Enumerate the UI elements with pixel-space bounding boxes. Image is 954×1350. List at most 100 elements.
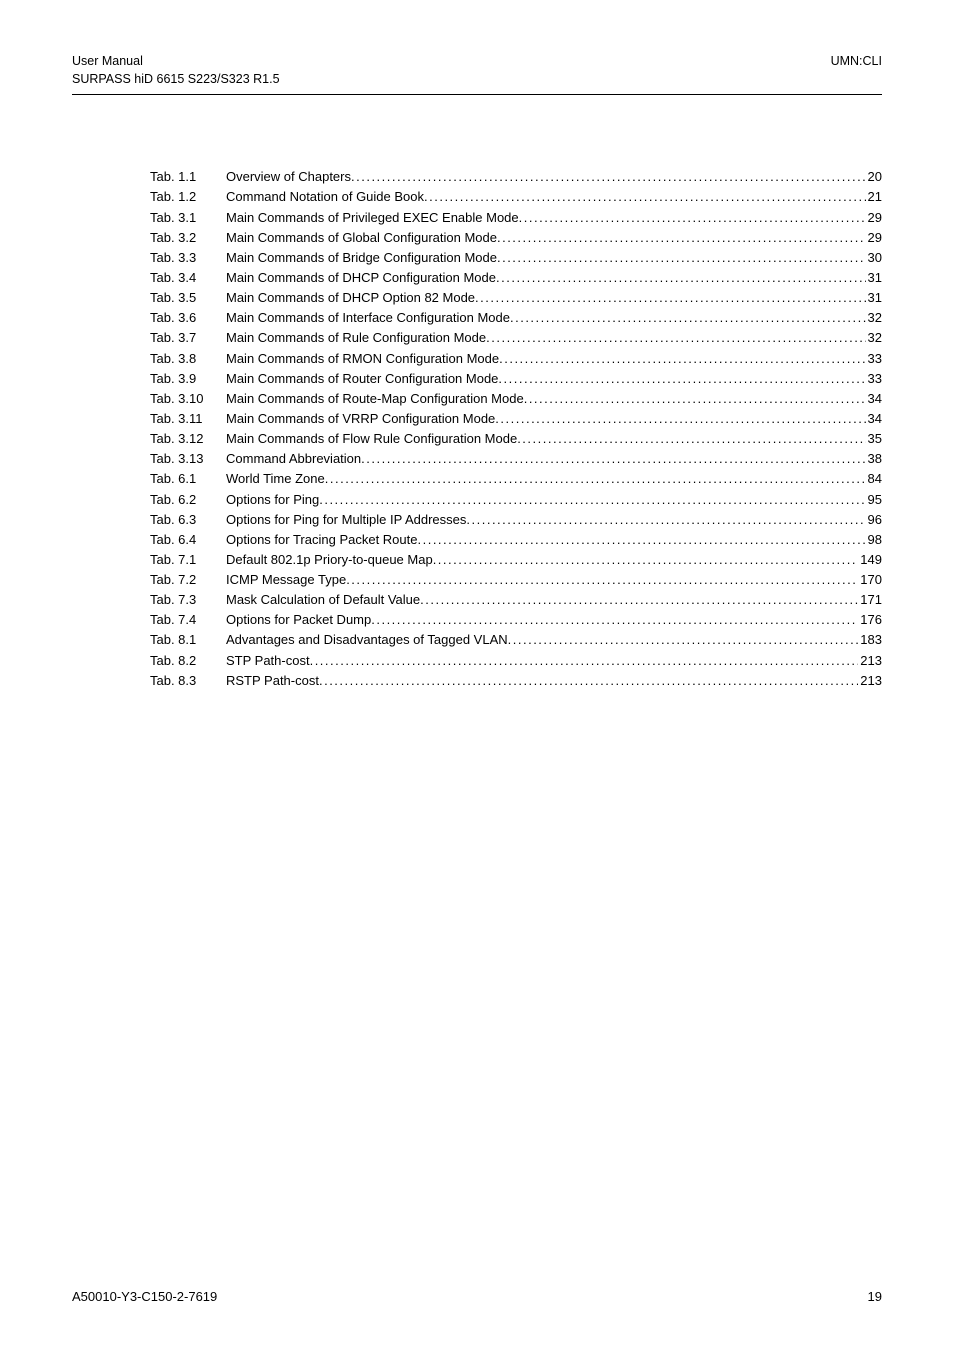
toc-row: Tab. 3.4Main Commands of DHCP Configurat… bbox=[150, 268, 882, 288]
toc-label: Tab. 3.1 bbox=[150, 208, 226, 228]
toc-title: Main Commands of DHCP Configuration Mode bbox=[226, 268, 496, 288]
toc-row: Tab. 6.3Options for Ping for Multiple IP… bbox=[150, 510, 882, 530]
footer-page-number: 19 bbox=[868, 1289, 882, 1304]
toc-title: RSTP Path-cost bbox=[226, 671, 319, 691]
toc-label: Tab. 1.1 bbox=[150, 167, 226, 187]
toc-row: Tab. 3.7Main Commands of Rule Configurat… bbox=[150, 328, 882, 348]
header-left: User Manual SURPASS hiD 6615 S223/S323 R… bbox=[72, 52, 280, 88]
toc-row: Tab. 3.8Main Commands of RMON Configurat… bbox=[150, 349, 882, 369]
toc-row: Tab. 3.11Main Commands of VRRP Configura… bbox=[150, 409, 882, 429]
toc-label: Tab. 3.8 bbox=[150, 349, 226, 369]
toc-title: Command Notation of Guide Book bbox=[226, 187, 424, 207]
toc-label: Tab. 3.12 bbox=[150, 429, 226, 449]
toc-label: Tab. 3.9 bbox=[150, 369, 226, 389]
toc-page-number: 21 bbox=[866, 187, 882, 207]
toc-page-number: 33 bbox=[866, 349, 882, 369]
toc-page-number: 29 bbox=[866, 208, 882, 228]
toc-leader-dots bbox=[486, 328, 865, 348]
toc-title: Main Commands of Bridge Configuration Mo… bbox=[226, 248, 497, 268]
toc-page-number: 95 bbox=[866, 490, 882, 510]
toc-row: Tab. 8.1Advantages and Disadvantages of … bbox=[150, 630, 882, 650]
toc-label: Tab. 7.1 bbox=[150, 550, 226, 570]
toc-row: Tab. 1.2Command Notation of Guide Book 2… bbox=[150, 187, 882, 207]
toc-label: Tab. 3.4 bbox=[150, 268, 226, 288]
toc-row: Tab. 1.1Overview of Chapters20 bbox=[150, 167, 882, 187]
toc-page-number: 29 bbox=[866, 228, 882, 248]
toc-label: Tab. 3.3 bbox=[150, 248, 226, 268]
toc-title: Main Commands of Global Configuration Mo… bbox=[226, 228, 497, 248]
toc-title: Options for Packet Dump bbox=[226, 610, 371, 630]
toc-label: Tab. 8.2 bbox=[150, 651, 226, 671]
toc-page-number: 176 bbox=[858, 610, 882, 630]
toc-page-number: 171 bbox=[858, 590, 882, 610]
toc-label: Tab. 3.11 bbox=[150, 409, 226, 429]
toc-title: Main Commands of Router Configuration Mo… bbox=[226, 369, 498, 389]
toc-title: Main Commands of VRRP Configuration Mode bbox=[226, 409, 495, 429]
toc-leader-dots bbox=[524, 389, 866, 409]
toc-leader-dots bbox=[371, 610, 858, 630]
toc-label: Tab. 3.6 bbox=[150, 308, 226, 328]
toc-leader-dots bbox=[319, 671, 858, 691]
toc-page-number: 30 bbox=[866, 248, 882, 268]
toc-leader-dots bbox=[361, 449, 865, 469]
toc-label: Tab. 1.2 bbox=[150, 187, 226, 207]
toc-label: Tab. 3.7 bbox=[150, 328, 226, 348]
toc-leader-dots bbox=[475, 288, 865, 308]
toc-page-number: 31 bbox=[866, 268, 882, 288]
toc-leader-dots bbox=[346, 570, 858, 590]
header-doc-code: UMN:CLI bbox=[831, 52, 882, 88]
toc-title: STP Path-cost bbox=[226, 651, 310, 671]
toc-page-number: 33 bbox=[866, 369, 882, 389]
toc-label: Tab. 3.5 bbox=[150, 288, 226, 308]
toc-leader-dots bbox=[496, 268, 866, 288]
toc-label: Tab. 3.13 bbox=[150, 449, 226, 469]
toc-page-number: 35 bbox=[866, 429, 882, 449]
toc-label: Tab. 6.4 bbox=[150, 530, 226, 550]
toc-row: Tab. 8.3RSTP Path-cost213 bbox=[150, 671, 882, 691]
toc-page-number: 98 bbox=[866, 530, 882, 550]
toc-title: Command Abbreviation bbox=[226, 449, 361, 469]
toc-page-number: 213 bbox=[858, 671, 882, 691]
toc-leader-dots bbox=[325, 469, 866, 489]
toc-leader-dots bbox=[497, 248, 866, 268]
toc-leader-dots bbox=[498, 369, 865, 389]
toc-label: Tab. 7.3 bbox=[150, 590, 226, 610]
toc-title: Mask Calculation of Default Value bbox=[226, 590, 420, 610]
toc-title: Overview of Chapters bbox=[226, 167, 351, 187]
toc-label: Tab. 8.1 bbox=[150, 630, 226, 650]
toc-label: Tab. 3.10 bbox=[150, 389, 226, 409]
toc-page-number: 84 bbox=[866, 469, 882, 489]
toc-row: Tab. 3.12Main Commands of Flow Rule Conf… bbox=[150, 429, 882, 449]
toc-row: Tab. 8.2STP Path-cost 213 bbox=[150, 651, 882, 671]
page-header: User Manual SURPASS hiD 6615 S223/S323 R… bbox=[72, 52, 882, 95]
toc-page-number: 170 bbox=[858, 570, 882, 590]
toc-title: Main Commands of DHCP Option 82 Mode bbox=[226, 288, 475, 308]
toc-title: Default 802.1p Priory-to-queue Map bbox=[226, 550, 433, 570]
toc-page-number: 34 bbox=[866, 409, 882, 429]
toc-page-number: 149 bbox=[858, 550, 882, 570]
toc-title: World Time Zone bbox=[226, 469, 325, 489]
toc-title: Main Commands of RMON Configuration Mode bbox=[226, 349, 499, 369]
toc-row: Tab. 7.3Mask Calculation of Default Valu… bbox=[150, 590, 882, 610]
toc-row: Tab. 7.4Options for Packet Dump176 bbox=[150, 610, 882, 630]
toc-leader-dots bbox=[420, 590, 858, 610]
toc-title: Advantages and Disadvantages of Tagged V… bbox=[226, 630, 508, 650]
toc-leader-dots bbox=[517, 429, 865, 449]
toc-row: Tab. 7.1Default 802.1p Priory-to-queue M… bbox=[150, 550, 882, 570]
toc-row: Tab. 3.6Main Commands of Interface Confi… bbox=[150, 308, 882, 328]
toc-title: Main Commands of Route-Map Configuration… bbox=[226, 389, 524, 409]
toc-leader-dots bbox=[519, 208, 866, 228]
toc-row: Tab. 7.2ICMP Message Type170 bbox=[150, 570, 882, 590]
toc-leader-dots bbox=[310, 651, 859, 671]
toc-label: Tab. 6.1 bbox=[150, 469, 226, 489]
toc-row: Tab. 6.1World Time Zone 84 bbox=[150, 469, 882, 489]
toc-title: Options for Ping for Multiple IP Address… bbox=[226, 510, 466, 530]
toc-label: Tab. 3.2 bbox=[150, 228, 226, 248]
toc-title: Main Commands of Privileged EXEC Enable … bbox=[226, 208, 519, 228]
toc-page-number: 31 bbox=[866, 288, 882, 308]
page-footer: A50010-Y3-C150-2-7619 19 bbox=[72, 1289, 882, 1304]
toc-page-number: 34 bbox=[866, 389, 882, 409]
toc-title: Main Commands of Flow Rule Configuration… bbox=[226, 429, 517, 449]
toc-row: Tab. 3.10Main Commands of Route-Map Conf… bbox=[150, 389, 882, 409]
toc-label: Tab. 7.2 bbox=[150, 570, 226, 590]
